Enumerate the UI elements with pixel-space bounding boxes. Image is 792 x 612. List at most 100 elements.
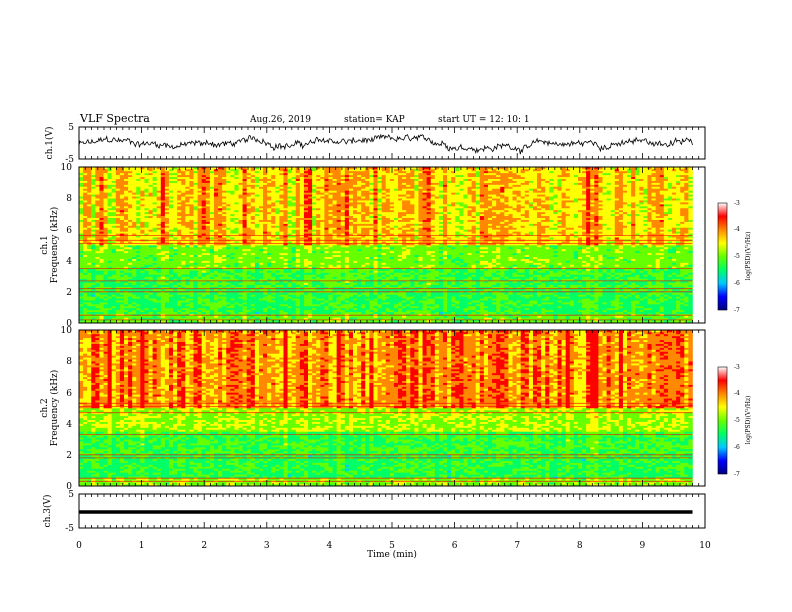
heatmap-cell [206,261,210,263]
heatmap-cell [202,259,206,261]
heatmap-cell [582,270,586,272]
heatmap-cell [194,257,198,259]
heatmap-cell [525,277,529,279]
heatmap-cell [239,316,243,318]
heatmap-cell [553,298,557,300]
heatmap-cell [243,270,247,272]
heatmap-cell [308,306,312,308]
heatmap-cell [304,298,308,300]
heatmap-cell [255,270,259,272]
heatmap-cell [206,294,210,296]
heatmap-cell [149,263,153,265]
heatmap-cell [116,310,120,312]
heatmap-cell [83,312,87,314]
heatmap-cell [95,298,99,300]
heatmap-cell [91,265,95,267]
heatmap-cell [447,306,451,308]
heatmap-cell [414,316,418,318]
heatmap-cell [79,298,83,300]
heatmap-cell [353,272,357,274]
heatmap-cell [496,302,500,304]
heatmap-cell [619,298,623,300]
heatmap-cell [688,308,692,310]
heatmap-cell [508,272,512,274]
heatmap-cell [124,317,128,319]
heatmap-cell [607,293,611,295]
heatmap-cell [149,294,153,296]
heatmap-cell [292,316,296,318]
heatmap-cell [578,298,582,300]
heatmap-cell [337,247,341,249]
heatmap-cell [529,285,533,287]
heatmap-cell [611,270,615,272]
heatmap-cell [296,265,300,267]
heatmap-cell [165,259,169,261]
heatmap-cell [177,302,181,304]
heatmap-cell [472,317,476,319]
heatmap-cell [427,304,431,306]
heatmap-cell [537,274,541,276]
heatmap-cell [537,272,541,274]
heatmap-cell [198,317,202,319]
heatmap-cell [680,308,684,310]
heatmap-cell [263,306,267,308]
heatmap-cell [304,308,308,310]
heatmap-cell [582,293,586,295]
heatmap-cell [373,270,377,272]
heatmap-cell [271,261,275,263]
heatmap-cell [320,259,324,261]
heatmap-cell [590,316,594,318]
heatmap-cell [226,283,230,285]
heatmap-cell [104,285,108,287]
heatmap-cell [87,265,91,267]
heatmap-cell [247,274,251,276]
heatmap-cell [239,296,243,298]
heatmap-cell [324,300,328,302]
heatmap-cell [570,317,574,319]
heatmap-cell [185,270,189,272]
heatmap-cell [472,298,476,300]
heatmap-cell [353,277,357,279]
heatmap-cell [328,296,332,298]
heatmap-cell [488,283,492,285]
heatmap-cell [144,265,148,267]
heatmap-cell [104,272,108,274]
heatmap-cell [275,300,279,302]
heatmap-cell [365,312,369,314]
heatmap-cell [402,302,406,304]
heatmap-cell [91,274,95,276]
heatmap-cell [222,263,226,265]
heatmap-cell [333,277,337,279]
heatmap-cell [598,296,602,298]
heatmap-cell [304,285,308,287]
heatmap-cell [271,259,275,261]
heatmap-cell [120,272,124,274]
heatmap-cell [177,310,181,312]
heatmap-cell [104,316,108,318]
heatmap-cell [79,316,83,318]
heatmap-cell [398,272,402,274]
heatmap-cell [684,304,688,306]
heatmap-cell [382,304,386,306]
heatmap-cell [210,306,214,308]
heatmap-cell [570,285,574,287]
heatmap-cell [504,283,508,285]
heatmap-cell [333,296,337,298]
heatmap-cell [149,283,153,285]
heatmap-cell [427,306,431,308]
heatmap-cell [382,272,386,274]
heatmap-cell [668,316,672,318]
heatmap-cell [300,296,304,298]
heatmap-cell [455,272,459,274]
heatmap-cell [132,298,136,300]
heatmap-cell [132,312,136,314]
heatmap-cell [639,312,643,314]
heatmap-cell [333,247,337,249]
heatmap-cell [476,296,480,298]
heatmap-cell [439,306,443,308]
heatmap-cell [418,306,422,308]
heatmap-cell [664,302,668,304]
heatmap-cell [218,251,222,253]
heatmap-cell [357,272,361,274]
heatmap-cell [251,304,255,306]
